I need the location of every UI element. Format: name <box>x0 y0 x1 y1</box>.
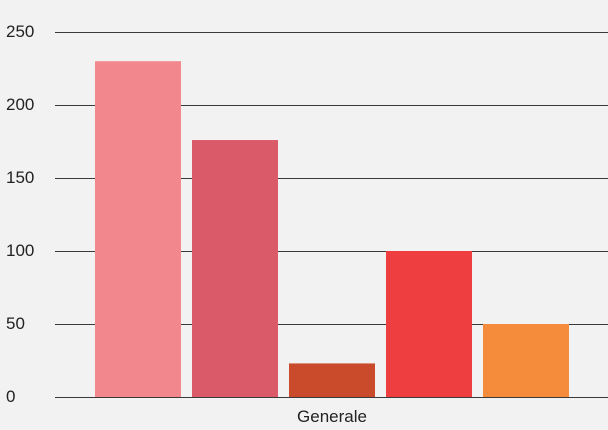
y-axis-tick-labels: 0 50 100 150 200 250 <box>6 22 34 406</box>
bar-series-3 <box>289 363 375 397</box>
y-tick-label-200: 200 <box>6 95 34 114</box>
y-tick-label-0: 0 <box>6 387 15 406</box>
x-category-label: Generale <box>297 407 367 426</box>
x-axis-category-labels: Generale <box>297 407 367 426</box>
y-tick-label-50: 50 <box>6 314 25 333</box>
y-tick-label-250: 250 <box>6 22 34 41</box>
bar-series-1 <box>95 61 181 397</box>
y-tick-label-100: 100 <box>6 241 34 260</box>
bar-series-5 <box>483 324 569 397</box>
bars <box>95 61 569 397</box>
bar-series-4 <box>386 251 472 397</box>
bar-series-2 <box>192 140 278 397</box>
y-tick-label-150: 150 <box>6 168 34 187</box>
